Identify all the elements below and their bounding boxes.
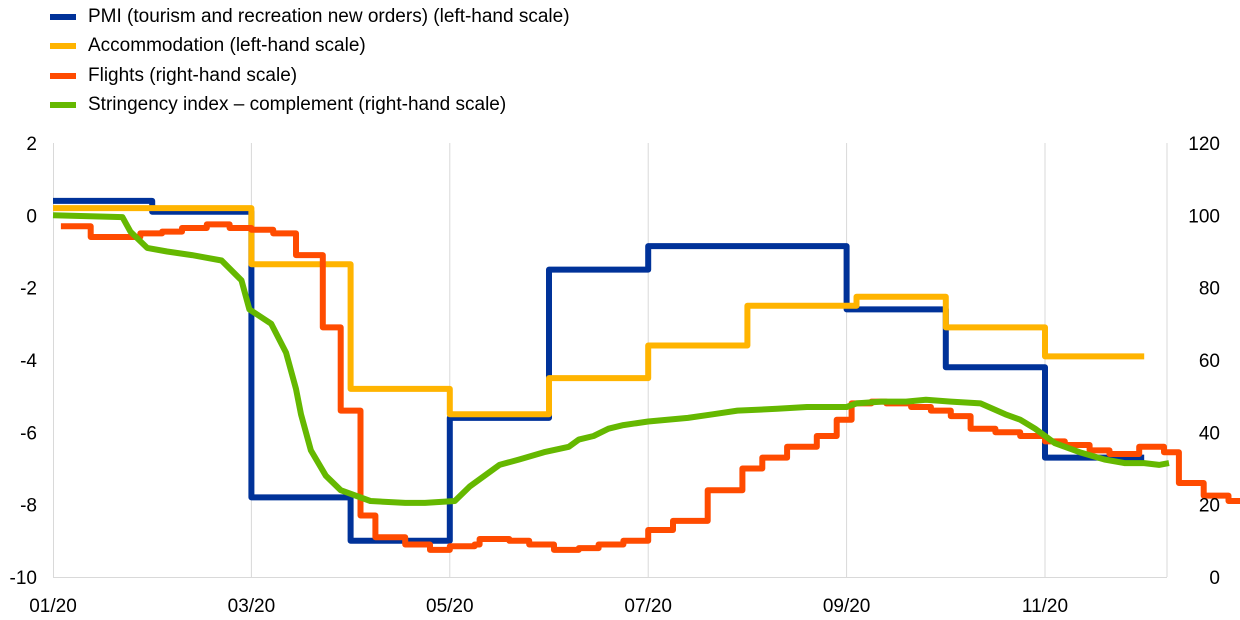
x-tick-label: 11/20 xyxy=(1022,596,1068,617)
y-left-tick-label: 2 xyxy=(26,134,37,155)
series-line-3 xyxy=(60,221,1240,553)
x-tick-label: 01/20 xyxy=(29,596,77,617)
legend-item-pmi: PMI (tourism and recreation new orders) … xyxy=(50,2,570,32)
y-left-tick-label: -2 xyxy=(20,279,37,300)
y-right-tick-label: 120 xyxy=(1188,134,1220,155)
y-right-tick-label: 100 xyxy=(1188,206,1220,227)
y-left-tick-label: -10 xyxy=(10,568,37,589)
y-left-tick-label: -6 xyxy=(20,423,37,444)
legend: PMI (tourism and recreation new orders) … xyxy=(50,2,570,120)
y-right-tick-label: 40 xyxy=(1199,423,1220,444)
legend-item-accommodation: Accommodation (left-hand scale) xyxy=(50,32,570,62)
legend-label-flights: Flights (right-hand scale) xyxy=(88,64,298,86)
y-right-tick-label: 80 xyxy=(1199,279,1220,300)
legend-item-stringency: Stringency index – complement (right-han… xyxy=(50,91,570,121)
legend-swatch-pmi xyxy=(50,13,76,20)
x-tick-label: 09/20 xyxy=(823,596,871,617)
x-tick-label: 05/20 xyxy=(426,596,474,617)
x-tick-label: 03/20 xyxy=(228,596,276,617)
y-left-tick-label: -4 xyxy=(20,351,37,372)
legend-label-accommodation: Accommodation (left-hand scale) xyxy=(88,35,366,57)
y-right-tick-label: 20 xyxy=(1199,496,1220,517)
y-right-tick-label: 60 xyxy=(1199,351,1220,372)
series-line-1 xyxy=(53,197,1145,544)
legend-item-flights: Flights (right-hand scale) xyxy=(50,61,570,91)
y-right-tick-label: 0 xyxy=(1209,568,1220,589)
legend-swatch-stringency xyxy=(50,102,76,109)
x-tick-label: 07/20 xyxy=(624,596,672,617)
y-left-tick-label: -8 xyxy=(20,496,37,517)
legend-label-pmi: PMI (tourism and recreation new orders) … xyxy=(88,5,570,27)
series-line-4 xyxy=(52,212,1170,506)
y-left-tick-label: 0 xyxy=(26,206,37,227)
legend-swatch-flights xyxy=(50,72,76,79)
grid-lines xyxy=(53,143,1168,578)
legend-label-stringency: Stringency index – complement (right-han… xyxy=(88,94,507,116)
legend-swatch-accommodation xyxy=(50,43,76,50)
series-line-2 xyxy=(53,205,1145,418)
series-lines xyxy=(52,197,1240,553)
